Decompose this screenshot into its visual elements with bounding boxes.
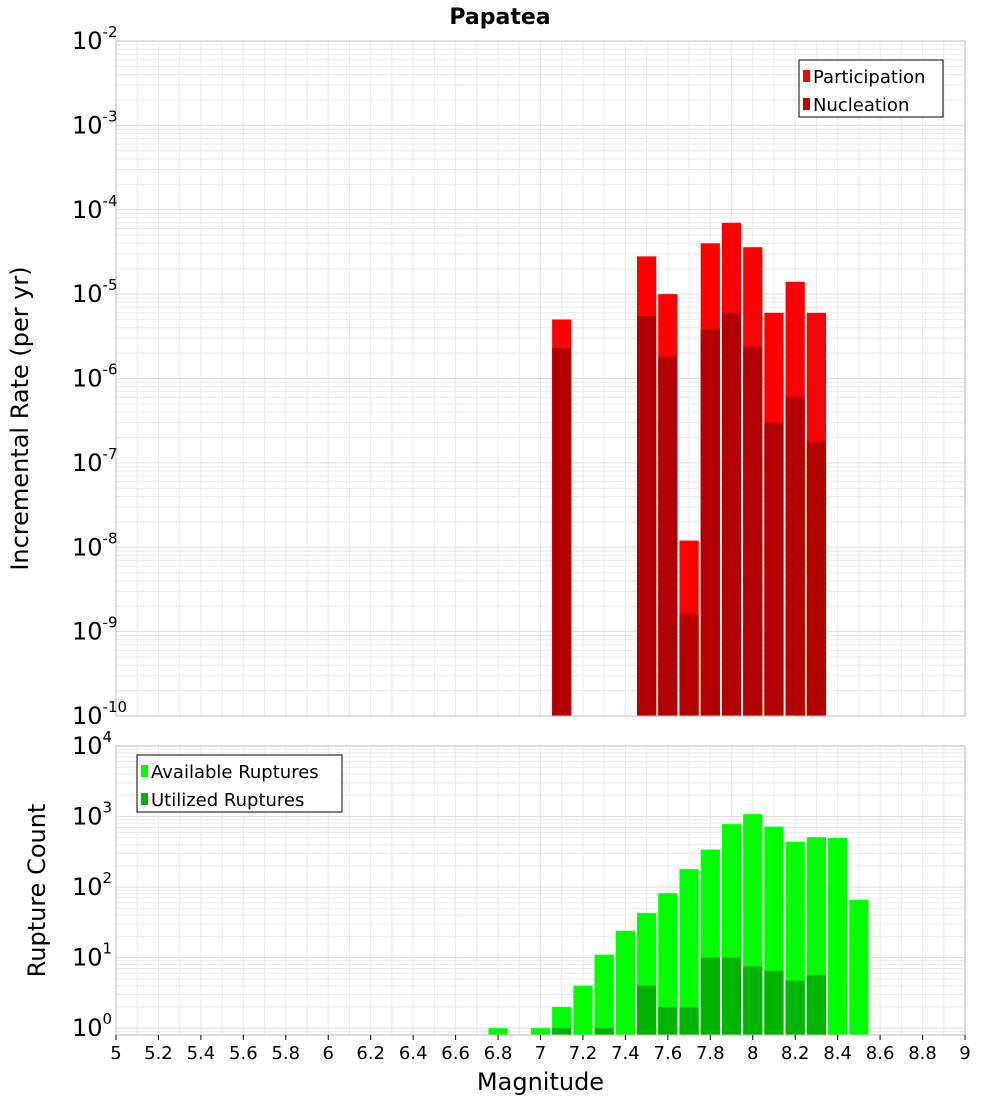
chart-title: Papatea (449, 5, 550, 30)
x-tick-label: 9 (959, 1043, 970, 1064)
y-tick-label: 10-3 (72, 107, 118, 139)
y-tick-label: 103 (72, 799, 112, 831)
count-legend: Available Ruptures Utilized Ruptures (136, 754, 343, 813)
legend-utilized-swatch (141, 793, 148, 805)
utilized-ruptures-bar (764, 970, 784, 1035)
nucleation-bar (679, 614, 699, 716)
nucleation-bar (785, 397, 805, 716)
x-tick-label: 8.2 (781, 1043, 810, 1064)
count-y-axis-label: Rupture Count (23, 804, 51, 978)
legend-nucleation-swatch (803, 98, 810, 110)
y-tick-label: 10-6 (72, 361, 118, 393)
x-tick-label: 5.4 (187, 1043, 216, 1064)
rate-legend: Participation Nucleation (798, 59, 944, 118)
legend-available-swatch (141, 765, 148, 777)
x-tick-label: 8.4 (823, 1043, 852, 1064)
utilized-ruptures-bar (658, 1006, 678, 1035)
available-ruptures-bar (828, 837, 848, 1035)
x-tick-label: 8 (747, 1043, 758, 1064)
x-axis-label: Magnitude (477, 1068, 604, 1096)
available-ruptures-bar (679, 869, 699, 1035)
utilized-ruptures-bar (743, 966, 763, 1035)
legend-available-label: Available Ruptures (151, 762, 319, 783)
x-tick-label: 7 (535, 1043, 546, 1064)
utilized-ruptures-bar (552, 1028, 572, 1035)
legend-nucleation-label: Nucleation (813, 95, 909, 116)
y-tick-label: 104 (72, 728, 112, 760)
utilized-ruptures-bar (806, 974, 827, 1035)
count-bars (488, 814, 869, 1035)
y-tick-label: 100 (72, 1010, 112, 1042)
utilized-ruptures-bar (721, 957, 742, 1035)
y-tick-label: 10-9 (72, 614, 118, 646)
x-tick-label: 6.4 (399, 1043, 428, 1064)
x-tick-label: 7.6 (654, 1043, 683, 1064)
available-ruptures-bar (594, 954, 614, 1035)
available-ruptures-bar (849, 899, 869, 1035)
available-ruptures-bar (573, 985, 593, 1035)
nucleation-bar (700, 329, 720, 716)
y-tick-label: 102 (72, 869, 112, 901)
count-panel: 100 101 102 103 104 5 5.2 5.4 5.6 5.8 6 6.2 6.4 6.6 6… (23, 728, 971, 1096)
x-tick-label: 8.6 (866, 1043, 895, 1064)
y-tick-label: 101 (72, 940, 112, 972)
rate-bars (552, 222, 827, 717)
nucleation-bar (658, 356, 678, 716)
y-tick-label: 10-5 (72, 276, 118, 308)
nucleation-bar (637, 316, 657, 716)
rate-grid (115, 41, 966, 717)
available-ruptures-bar (615, 930, 636, 1035)
legend-participation-label: Participation (813, 67, 925, 88)
y-tick-label: 10-10 (72, 698, 127, 730)
legend-participation-swatch (803, 70, 810, 82)
x-tick-label: 6.2 (356, 1043, 385, 1064)
x-tick-label: 5 (110, 1043, 121, 1064)
x-tick-label: 7.8 (696, 1043, 725, 1064)
count-y-ticks: 100 101 102 103 104 (72, 728, 112, 1042)
utilized-ruptures-bar (594, 1028, 614, 1035)
nucleation-bar (721, 312, 742, 716)
available-ruptures-bar (658, 893, 678, 1035)
utilized-ruptures-bar (679, 1006, 699, 1035)
x-tick-label: 6.6 (441, 1043, 470, 1064)
x-tick-label: 5.8 (271, 1043, 300, 1064)
nucleation-bar (806, 441, 827, 716)
y-tick-label: 10-8 (72, 529, 118, 561)
count-legend-box (136, 754, 343, 813)
x-tick-label: 5.6 (229, 1043, 258, 1064)
x-ticks: 5 5.2 5.4 5.6 5.8 6 6.2 6.4 6.6 6.8 7 7.2 7.4 7.6 7.8 8… (110, 1035, 971, 1064)
available-ruptures-bar (552, 1006, 572, 1035)
utilized-ruptures-bar (700, 957, 720, 1035)
x-tick-label: 6 (323, 1043, 334, 1064)
y-tick-label: 10-7 (72, 445, 118, 477)
x-tick-label: 8.8 (908, 1043, 937, 1064)
nucleation-bar (743, 346, 763, 716)
x-tick-label: 7.2 (569, 1043, 598, 1064)
rate-panel: 10-10 10-9 10-8 10-7 10-6 10-5 10-4 10-3 10-2 In… (6, 23, 966, 730)
legend-utilized-label: Utilized Ruptures (151, 790, 304, 811)
available-ruptures-bar (488, 1028, 508, 1035)
rate-y-axis-label: Incremental Rate (per yr) (6, 266, 34, 570)
x-tick-label: 6.8 (484, 1043, 513, 1064)
nucleation-bar (764, 422, 784, 716)
y-tick-label: 10-4 (72, 192, 118, 224)
x-tick-label: 7.4 (611, 1043, 640, 1064)
x-tick-label: 5.2 (144, 1043, 173, 1064)
y-tick-label: 10-2 (72, 23, 118, 55)
utilized-ruptures-bar (785, 980, 805, 1035)
rate-legend-box (798, 59, 944, 118)
rate-y-ticks: 10-10 10-9 10-8 10-7 10-6 10-5 10-4 10-3 10-2 (72, 23, 127, 730)
rate-plot-frame (115, 40, 966, 717)
available-ruptures-bar (530, 1028, 551, 1035)
utilized-ruptures-bar (637, 985, 657, 1035)
nucleation-bar (552, 347, 572, 716)
